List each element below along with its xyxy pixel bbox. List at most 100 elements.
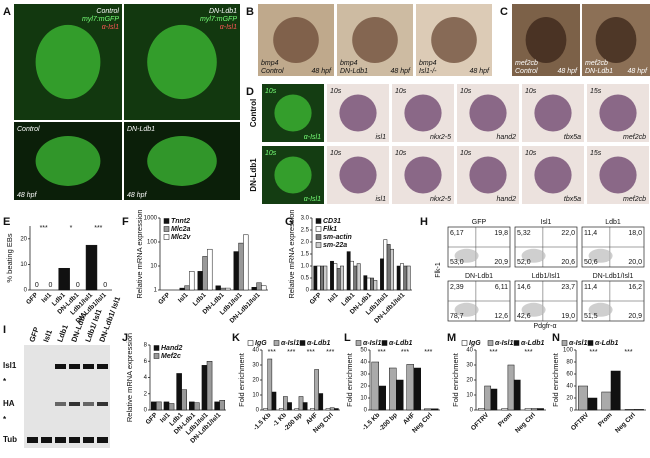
legend-swatch: [315, 234, 322, 240]
quadrant-value: 19,8: [494, 230, 508, 237]
bar: [380, 258, 384, 291]
y-tick-label: 4: [144, 375, 148, 381]
legend-swatch: [273, 340, 280, 346]
legend-swatch: [315, 226, 322, 232]
bar: [85, 244, 98, 291]
image-label: Control: [96, 8, 119, 15]
bar: [325, 408, 331, 411]
specimen: [273, 16, 319, 64]
band: [41, 437, 52, 443]
panel-label: B: [246, 6, 254, 18]
y-tick-label: 1.5: [301, 252, 310, 258]
x-tick-label: Isl1: [177, 291, 190, 304]
y-tick-label: 2.0: [301, 240, 310, 246]
bar: [501, 408, 509, 411]
image-label: 15s: [590, 88, 602, 95]
legend-label: IgG: [469, 340, 481, 347]
specimen: [534, 94, 572, 132]
bar: [206, 361, 213, 411]
panel-label: I: [3, 324, 6, 336]
bar: [413, 367, 421, 411]
image-label: 10s: [525, 88, 537, 95]
bar: [378, 385, 386, 411]
bar: [215, 285, 221, 291]
bar: [194, 402, 200, 411]
legend-swatch: [163, 218, 170, 224]
significance: ***: [589, 349, 597, 356]
x-tick-label: GFP: [25, 291, 40, 306]
y-axis-label: % beating EBs: [5, 233, 14, 282]
x-tick-label: Ldb1: [192, 291, 208, 307]
value-label: 0: [103, 282, 107, 289]
legend-label: α-Ldb1: [595, 340, 618, 347]
bar: [356, 263, 361, 291]
specimen: [35, 136, 101, 186]
legend-label: Mlc2v: [171, 234, 192, 241]
legend-swatch: [513, 340, 520, 346]
significance: ***: [424, 349, 432, 356]
quadrant-value: 2,39: [450, 284, 464, 291]
bar: [163, 401, 170, 411]
band: [69, 402, 80, 406]
specimen: [274, 156, 312, 194]
legend-swatch: [355, 340, 362, 346]
specimen: [469, 156, 507, 194]
y-tick-label: 1.0: [301, 264, 310, 270]
legend-swatch: [163, 226, 170, 232]
quadrant-value: 22,0: [561, 230, 575, 237]
significance: ***: [489, 349, 497, 356]
bar: [537, 408, 544, 411]
bar: [329, 407, 335, 411]
specimen: [339, 156, 377, 194]
bar: [313, 265, 318, 291]
row-label: HA: [3, 399, 15, 408]
y-axis-label: Relative mRNA expression: [287, 209, 296, 298]
axis-label: Pdgfr-α: [533, 323, 556, 330]
image-label: α-Isl1: [102, 24, 119, 31]
x-tick-label: Isl1: [327, 291, 340, 304]
quadrant-value: 5,32: [517, 230, 531, 237]
bar: [316, 265, 321, 291]
legend-label: α-Isl1: [569, 340, 587, 347]
panel-label: G: [285, 216, 294, 228]
bar: [298, 396, 304, 411]
image-label: isl1: [375, 134, 386, 141]
image-label: bmp4: [261, 60, 279, 67]
significance: ***: [624, 349, 632, 356]
bar: [373, 280, 378, 291]
image-label: 10s: [460, 150, 472, 157]
band: [55, 437, 66, 443]
bar: [363, 275, 368, 291]
bar: [336, 268, 341, 291]
y-tick-label: 40: [360, 360, 367, 366]
image-label: hand2: [497, 196, 517, 203]
bar: [323, 265, 328, 291]
image-label: mef2cb: [515, 60, 538, 67]
plot-title: Isl1: [541, 219, 552, 226]
legend-swatch: [561, 340, 568, 346]
band: [83, 402, 94, 406]
y-axis-label: Fold enrichment: [451, 352, 460, 407]
image-label: 48 hpf: [628, 68, 649, 75]
specimen: [147, 24, 217, 100]
bar: [287, 402, 292, 411]
bar: [513, 379, 521, 411]
image-label: bmp4: [340, 60, 358, 67]
image-label: Control: [261, 68, 284, 75]
bar: [431, 408, 439, 411]
image-label: Control: [17, 126, 40, 133]
x-tick-label: AHF: [402, 412, 416, 426]
bar: [578, 385, 588, 411]
bar: [179, 287, 185, 291]
y-tick-label: 1000: [144, 216, 158, 222]
image-label: nkx2-5: [430, 196, 451, 203]
y-tick-label: 20: [252, 378, 259, 384]
specimen: [274, 94, 312, 132]
bar: [197, 271, 203, 291]
significance: ***: [401, 349, 409, 356]
y-tick-label: 30: [360, 372, 367, 378]
y-tick-label: 20: [466, 378, 473, 384]
bar: [202, 256, 208, 291]
bar: [346, 251, 351, 291]
